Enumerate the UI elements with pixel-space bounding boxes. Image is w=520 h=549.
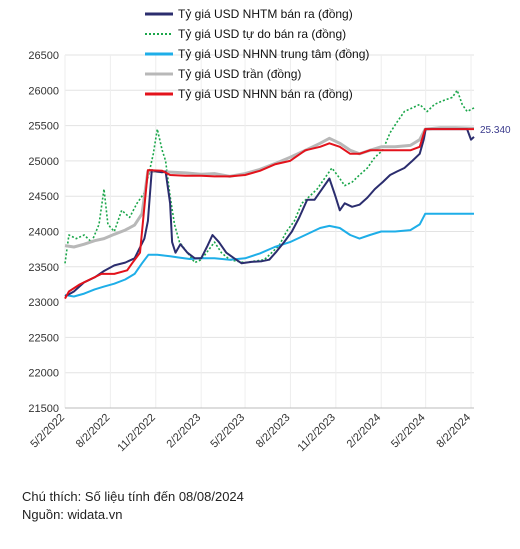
series-line-1 [64,89,475,264]
y-tick-label: 22000 [28,368,59,380]
legend: Tỷ giá USD NHTM bán ra (đồng) Tỷ giá USD … [145,7,369,101]
legend-label-2: Tỷ giá USD NHNN trung tâm (đồng) [178,47,369,61]
y-tick-label: 26000 [28,85,59,97]
legend-label-4: Tỷ giá USD NHNN bán ra (đồng) [178,87,353,101]
x-tick-label: 2/2/2023 [165,412,204,451]
x-tick-label: 8/2/2024 [434,412,473,451]
legend-label-0: Tỷ giá USD NHTM bán ra (đồng) [178,7,353,21]
legend-label-3: Tỷ giá USD trần (đồng) [178,67,301,81]
series-line-0 [64,128,475,298]
y-tick-label: 22500 [28,332,59,344]
x-tick-label: 8/2/2023 [254,412,293,451]
series-lines [64,89,475,300]
x-tick-label: 5/2/2022 [28,412,67,451]
last-value-label: 25.340 [480,125,511,136]
x-tick-label: 8/2/2022 [74,412,113,451]
series-line-4 [64,128,474,300]
y-tick-label: 23000 [28,297,59,309]
y-tick-label: 25500 [28,121,59,133]
y-tick-label: 26500 [28,50,59,62]
x-tick-label: 5/2/2023 [208,412,247,451]
gridlines [64,54,474,409]
x-tick-label: 11/2/2022 [115,412,158,455]
y-tick-label: 24500 [28,191,59,203]
series-line-2 [64,212,474,298]
x-tick-label: 11/2/2023 [295,412,338,455]
y-axis-ticks: 21500 22000 22500 23000 23500 24000 24500 25000… [28,50,59,415]
y-tick-label: 23500 [28,262,59,274]
legend-label-1: Tỷ giá USD tự do bán ra (đồng) [178,27,346,41]
x-axis-ticks: 5/2/2022 8/2/2022 11/2/2022 2/2/2023 5/2/202… [28,412,473,455]
y-tick-label: 24000 [28,227,59,239]
y-tick-label: 21500 [28,403,59,415]
footer-note: Chú thích: Số liệu tính đến 08/08/2024 [22,489,244,504]
x-tick-label: 2/2/2024 [345,412,384,451]
y-tick-label: 25000 [28,156,59,168]
footer-source: Nguồn: widata.vn [22,507,123,522]
x-tick-label: 5/2/2024 [389,412,428,451]
